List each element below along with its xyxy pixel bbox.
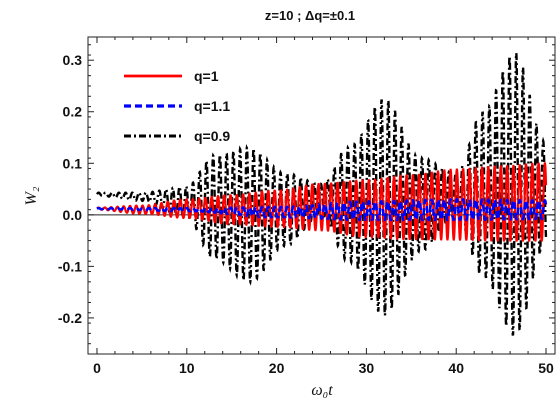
x-tick-label: 50 [538, 360, 554, 376]
series-line-q-1 [96, 162, 548, 242]
y-tick-label: 0.1 [63, 155, 83, 171]
plot-frame [87, 36, 556, 355]
y-tick-label: 0.0 [63, 207, 83, 223]
x-axis-label: ω₀t [311, 382, 333, 399]
legend-label: q=0.9 [194, 128, 230, 144]
legend-label: q=1 [194, 68, 219, 84]
legend-label: q=1.1 [194, 98, 230, 114]
y-tick-label: -0.1 [58, 258, 82, 274]
y-axis-label: W₂ [23, 186, 40, 205]
y-tick-label: 0.2 [63, 104, 83, 120]
legend: q=1 q=1.1 q=0.9 [124, 68, 230, 144]
series-line-q-1-1 [96, 198, 548, 222]
chart-title: z=10 ; Δq=±0.1 [265, 8, 355, 23]
y-tick-label: 0.3 [63, 52, 83, 68]
x-tick-label: 40 [448, 360, 464, 376]
x-tick-label: 20 [269, 360, 285, 376]
series-group [96, 52, 548, 336]
x-tick-label: 10 [179, 360, 195, 376]
x-tick-label: 0 [93, 360, 101, 376]
x-tick-label: 30 [359, 360, 375, 376]
series-line-q-0-9 [96, 52, 548, 336]
y-tick-label: -0.2 [58, 310, 82, 326]
